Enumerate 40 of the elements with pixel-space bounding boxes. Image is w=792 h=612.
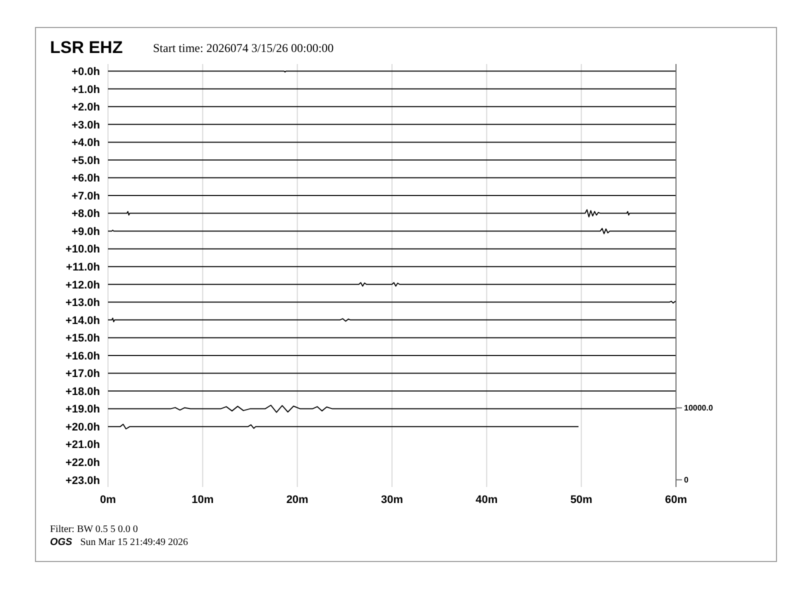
- y-tick-label: +9.0h: [72, 226, 100, 238]
- y-tick-label: +22.0h: [65, 457, 100, 470]
- y-tick-label: +2.0h: [72, 102, 100, 114]
- y-tick-label: +5.0h: [72, 154, 100, 167]
- y2-tick-label: 0: [684, 476, 689, 485]
- chart-title: LSR EHZ: [50, 38, 123, 58]
- y-tick-label: +7.0h: [72, 190, 100, 202]
- y-tick-label: +4.0h: [72, 137, 100, 150]
- x-tick-label: 0m: [100, 494, 116, 506]
- y-tick-label: +11.0h: [66, 262, 100, 274]
- y-tick-label: +19.0h: [65, 404, 100, 416]
- y-tick-label: +14.0h: [65, 314, 100, 327]
- x-tick-label: 60m: [664, 494, 688, 506]
- y-tick-label: +13.0h: [65, 297, 100, 310]
- y-tick-label: +18.0h: [65, 386, 100, 398]
- text: OGS: [50, 537, 72, 548]
- y-tick-label: +12.0h: [65, 279, 100, 292]
- text: Sun Mar 15 21:49:49 2026: [80, 537, 188, 548]
- y2-tick-label: 10000.0: [684, 404, 714, 413]
- line-series: [108, 209, 676, 218]
- y-tick-label: +21.0h: [65, 439, 100, 452]
- y-tick-label: +3.0h: [72, 119, 100, 132]
- x-tick-label: 50m: [570, 494, 593, 506]
- line-series: [108, 404, 676, 413]
- y-tick-label: +15.0h: [65, 332, 100, 345]
- y-tick-label: +16.0h: [65, 350, 100, 362]
- y-tick-label: +8.0h: [72, 208, 100, 220]
- chart-subtitle: Start time: 2026074 3/15/26 00:00:00: [153, 41, 334, 56]
- text: Filter: BW 0.5 5 0.0 0: [50, 524, 138, 535]
- x-tick-label: 30m: [380, 494, 404, 506]
- y-tick-label: +20.0h: [65, 421, 100, 434]
- x-tick-label: 40m: [476, 494, 498, 506]
- x-tick-label: 10m: [192, 494, 214, 506]
- y-tick-label: +23.0h: [65, 474, 100, 487]
- y-tick-label: +10.0h: [65, 244, 100, 256]
- y-tick-label: +6.0h: [72, 172, 100, 185]
- x-tick-label: 20m: [286, 494, 309, 506]
- y-tick-label: +17.0h: [65, 368, 100, 380]
- y-tick-label: +0.0h: [72, 66, 100, 78]
- y-tick-label: +1.0h: [72, 84, 100, 96]
